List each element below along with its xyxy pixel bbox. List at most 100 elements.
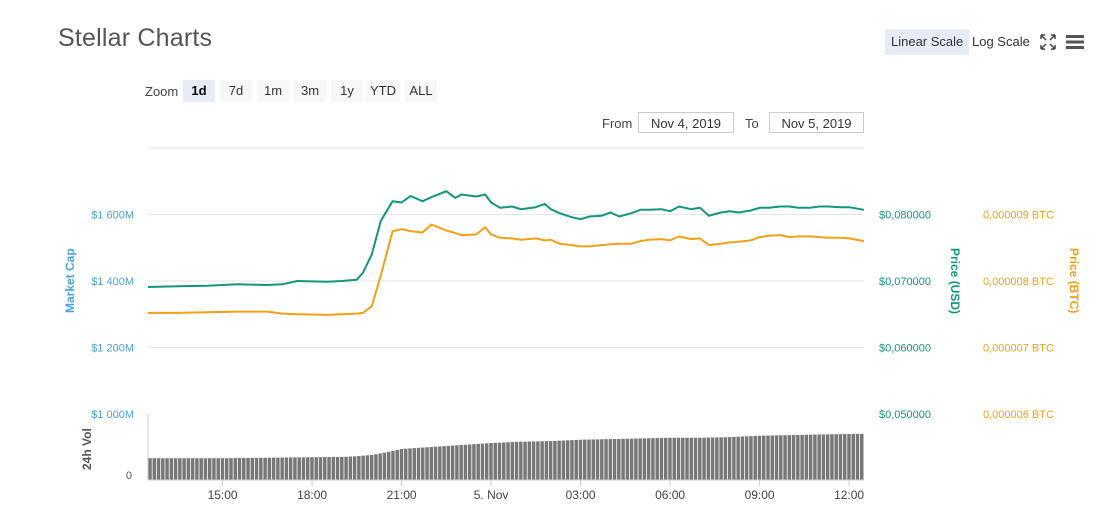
volume-tick-label: 0 (126, 470, 132, 482)
x-tick-label: 09:00 (745, 488, 775, 502)
volume-bar (762, 435, 766, 480)
volume-bar (165, 458, 169, 480)
volume-bar (540, 441, 544, 480)
volume-bar (719, 437, 723, 480)
volume-bar (813, 434, 817, 480)
volume-bar (629, 438, 634, 480)
volume-bar (305, 457, 310, 480)
volume-bar (702, 437, 706, 480)
volume-bar (749, 436, 753, 480)
volume-bar (766, 435, 770, 480)
volume-bar (463, 444, 468, 480)
volume-bar (621, 438, 625, 480)
volume-bar (455, 445, 459, 480)
linear-scale-button[interactable]: Linear Scale (885, 29, 970, 55)
volume-bar (834, 434, 838, 480)
volume-bar (531, 441, 536, 480)
volume-bar (830, 434, 834, 480)
volume-bar (659, 437, 664, 480)
volume-bar (642, 438, 647, 480)
volume-bar (169, 458, 174, 480)
volume-bar (352, 456, 357, 480)
volume-bar (553, 440, 557, 480)
volume-bar (254, 457, 259, 480)
volume-bar (250, 457, 255, 480)
volume-bar (450, 445, 455, 480)
volume-bar (583, 439, 587, 480)
zoom-ytd-button[interactable]: YTD (366, 80, 400, 102)
volume-bar (195, 458, 199, 480)
volume-bar (715, 437, 719, 480)
volume-bar (293, 457, 297, 480)
volume-bar (335, 456, 340, 480)
volume-bar (646, 438, 651, 480)
volume-bar (842, 434, 847, 480)
fullscreen-icon[interactable] (1040, 34, 1056, 50)
volume-bar (536, 441, 540, 480)
price-btc-tick-label: 0,000007 BTC (983, 343, 1054, 355)
zoom-1d-button[interactable]: 1d (183, 80, 215, 102)
zoom-3m-button[interactable]: 3m (294, 80, 326, 102)
zoom-label: Zoom (145, 84, 179, 99)
volume-bar (548, 441, 553, 480)
to-date-input[interactable]: Nov 5, 2019 (769, 112, 864, 133)
volume-bar (310, 457, 314, 480)
volume-bar (527, 441, 532, 480)
log-scale-button[interactable]: Log Scale (972, 34, 1030, 49)
volume-bar (587, 439, 591, 480)
volume-bar (787, 435, 792, 480)
volume-bar (578, 439, 583, 480)
page-title: Stellar Charts (58, 24, 213, 52)
zoom-1m-button[interactable]: 1m (257, 80, 289, 102)
price-usd-tick-label: $0,050000 (879, 409, 931, 421)
volume-bar (416, 447, 421, 480)
volume-bar (229, 458, 233, 480)
x-tick-label: 06:00 (655, 488, 685, 502)
volume-bar (476, 443, 480, 480)
zoom-7d-button[interactable]: 7d (220, 80, 252, 102)
volume-bar (753, 435, 757, 480)
volume-bar (676, 437, 681, 480)
menu-icon[interactable] (1065, 34, 1085, 50)
volume-bar (323, 457, 327, 480)
volume-bar (855, 433, 860, 480)
zoom-1y-button[interactable]: 1y (331, 80, 363, 102)
volume-bar (182, 458, 186, 480)
volume-bar (506, 442, 510, 480)
volume-bar (557, 440, 561, 480)
volume-bar (438, 446, 442, 480)
volume-bar (395, 449, 399, 480)
volume-bar (212, 458, 216, 480)
volume-bar (672, 437, 676, 480)
volume-bar (233, 458, 237, 480)
volume-bar (710, 437, 715, 480)
volume-bar (510, 442, 515, 480)
volume-bar (148, 458, 152, 480)
volume-bar (314, 457, 318, 480)
volume-bar (386, 451, 391, 480)
volume-bar (152, 458, 157, 480)
volume-bar (595, 439, 600, 480)
volume-bar (365, 455, 370, 480)
volume-bar (723, 437, 728, 480)
volume-bar (651, 438, 655, 480)
volume-bar (847, 434, 851, 480)
volume-bar (178, 458, 182, 480)
volume-bar (442, 446, 446, 480)
volume-bar (467, 444, 472, 480)
market-cap-tick-label: $1 000M (91, 409, 134, 421)
from-date-input[interactable]: Nov 4, 2019 (638, 112, 734, 133)
volume-bar (757, 435, 762, 480)
volume-bar (484, 443, 489, 480)
volume-bar (378, 453, 382, 480)
volume-bar (429, 447, 434, 480)
from-label: From (602, 116, 633, 131)
volume-bar (655, 438, 659, 480)
volume-bar (817, 434, 821, 480)
volume-bar (348, 456, 353, 480)
price-usd-tick-label: $0,080000 (879, 210, 931, 222)
volume-bar (514, 441, 519, 480)
zoom-all-button[interactable]: ALL (405, 80, 437, 102)
volume-bar (186, 458, 191, 480)
